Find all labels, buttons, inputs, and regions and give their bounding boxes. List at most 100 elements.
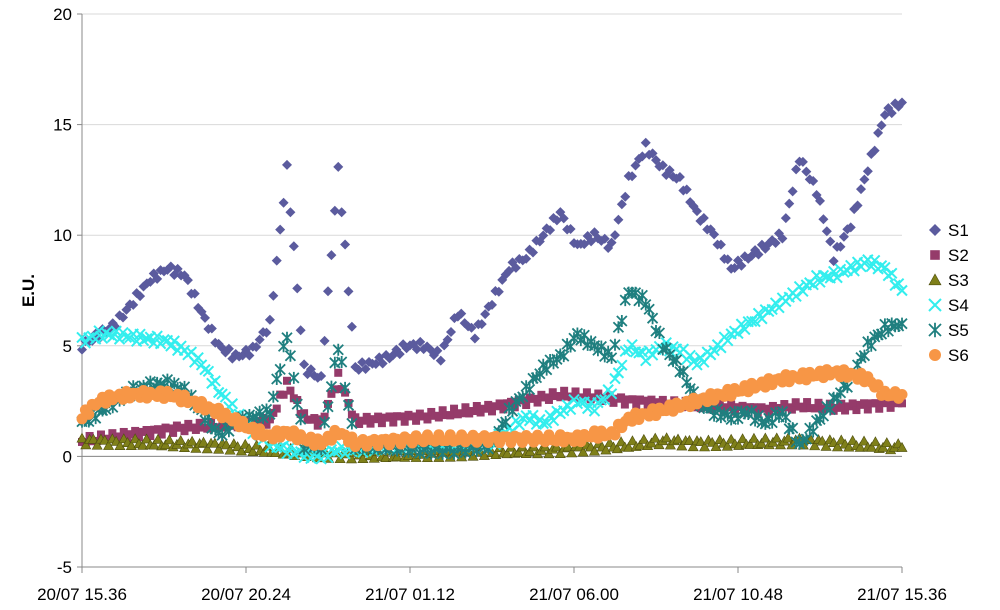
data-point [606, 237, 617, 248]
data-point [522, 401, 531, 410]
data-point [613, 214, 624, 225]
data-point [137, 439, 149, 450]
data-point [634, 439, 646, 450]
data-point [128, 299, 139, 310]
data-point [653, 327, 666, 340]
data-point [346, 417, 358, 430]
data-point [620, 191, 631, 202]
data-point [411, 344, 422, 355]
data-point [776, 407, 785, 416]
data-point [279, 390, 288, 399]
data-point [172, 263, 183, 274]
data-point [523, 415, 536, 427]
legend-marker [930, 250, 940, 260]
data-point [630, 160, 641, 171]
data-point [357, 357, 368, 368]
data-point [325, 380, 338, 393]
data-point [843, 441, 855, 452]
data-point [153, 425, 162, 434]
data-point [544, 409, 556, 422]
data-point [456, 308, 467, 319]
data-point [815, 195, 825, 206]
data-point [736, 260, 747, 271]
data-point [461, 403, 470, 412]
data-point [506, 405, 519, 418]
data-point [501, 448, 513, 459]
data-point [710, 441, 722, 452]
data-point [152, 433, 164, 444]
data-point [827, 265, 840, 278]
data-point [838, 231, 849, 242]
data-point [698, 212, 709, 223]
data-point [313, 421, 322, 430]
data-point [261, 327, 272, 338]
data-point [737, 433, 749, 444]
data-point [626, 338, 638, 351]
data-point [327, 389, 336, 398]
data-point [770, 238, 781, 249]
data-point [300, 409, 309, 418]
data-point [96, 332, 109, 345]
data-point [513, 447, 525, 458]
data-point [581, 402, 594, 415]
data-point [466, 322, 477, 333]
data-point [523, 383, 536, 396]
data-point [616, 314, 628, 327]
data-point [803, 398, 812, 407]
data-point [617, 393, 626, 402]
data-point [336, 207, 347, 218]
data-point [687, 441, 699, 452]
data-point [299, 359, 310, 370]
data-point [595, 394, 608, 406]
data-point [499, 405, 508, 414]
x-tick-label: 20/07 20.24 [201, 585, 291, 604]
data-point [488, 407, 496, 416]
legend-label: S1 [948, 221, 969, 240]
data-point [814, 398, 823, 407]
data-point [595, 340, 607, 353]
data-point [869, 436, 881, 447]
data-point [339, 381, 351, 394]
legend-marker [928, 322, 942, 338]
data-point [209, 375, 221, 387]
data-point [676, 440, 688, 451]
legend-marker [929, 349, 941, 361]
data-point [612, 367, 625, 379]
data-point [108, 429, 117, 438]
data-point [480, 309, 491, 320]
data-point [93, 325, 105, 337]
data-point [540, 417, 553, 429]
data-point [715, 239, 726, 250]
data-point [896, 284, 908, 297]
data-point [377, 419, 386, 428]
legend-marker [929, 224, 941, 236]
data-point [858, 435, 870, 446]
data-point [160, 439, 172, 450]
data-point [119, 427, 128, 436]
series-s6 [76, 364, 908, 453]
data-point [886, 108, 897, 119]
data-point [807, 278, 819, 291]
data-point [780, 411, 792, 424]
data-point [264, 408, 276, 421]
data-point [283, 376, 291, 385]
data-point [845, 222, 856, 233]
y-tick-label: 5 [63, 337, 72, 356]
data-point [605, 388, 618, 400]
data-point [121, 304, 132, 315]
data-point [681, 184, 692, 195]
data-point [790, 290, 802, 303]
data-point [558, 350, 570, 363]
data-point [446, 411, 455, 420]
data-point [202, 365, 215, 378]
data-point [513, 419, 526, 431]
data-point [733, 439, 745, 450]
data-point [487, 299, 497, 310]
data-point [476, 319, 487, 330]
data-point [856, 184, 866, 195]
data-point [683, 434, 695, 445]
data-point [495, 399, 504, 408]
data-point [500, 416, 512, 429]
data-point [113, 333, 126, 345]
x-tick-label: 20/07 15.36 [37, 585, 127, 604]
